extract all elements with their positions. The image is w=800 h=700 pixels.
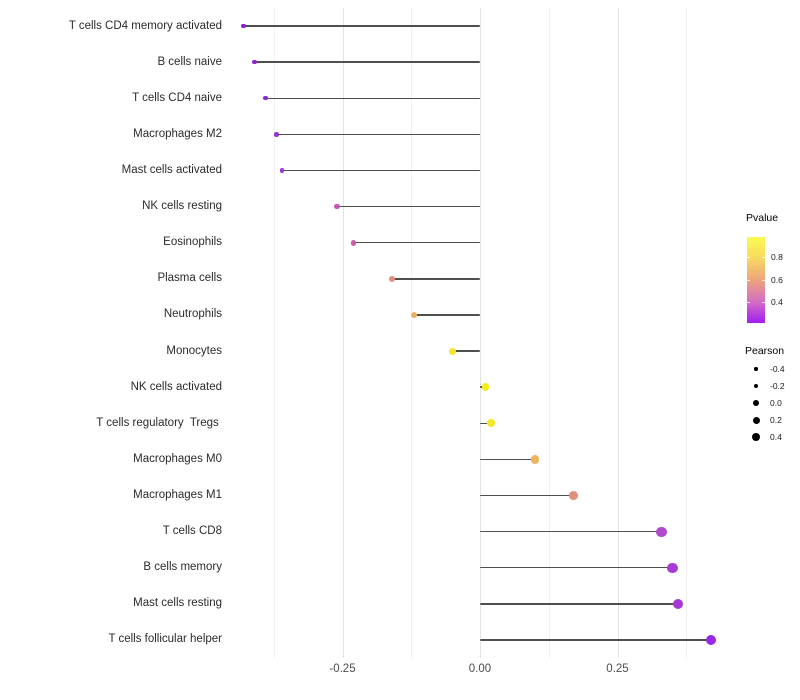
x-tick-label: 0.00 xyxy=(468,663,492,675)
data-point xyxy=(667,562,678,573)
data-point xyxy=(279,168,285,173)
pearson-size-label: 0.0 xyxy=(770,398,782,408)
pearson-size-label: -0.4 xyxy=(770,364,785,374)
gridline-minor xyxy=(411,8,413,658)
data-point xyxy=(672,598,684,610)
lollipop-stem xyxy=(254,61,480,63)
colorbar-tick-mark xyxy=(747,280,750,281)
gridline-major xyxy=(480,8,481,658)
lollipop-stem xyxy=(480,603,678,605)
category-label: T cells CD8 xyxy=(162,525,222,538)
data-point xyxy=(448,347,457,355)
gridline-minor xyxy=(548,8,550,658)
lollipop-stem xyxy=(265,97,480,100)
x-tick-label: -0.25 xyxy=(329,663,356,675)
data-point xyxy=(263,96,268,101)
pearson-size-dot xyxy=(752,416,760,424)
data-point xyxy=(705,634,717,646)
colorbar-tick-label: 0.8 xyxy=(771,252,783,263)
category-label: T cells CD4 memory activated xyxy=(68,19,222,32)
lollipop-stem xyxy=(392,278,480,280)
pvalue-colorbar xyxy=(747,237,765,323)
pearson-size-dot xyxy=(751,432,761,442)
colorbar-tick-label: 0.6 xyxy=(771,275,783,285)
category-label: Eosinophils xyxy=(163,236,222,249)
category-label: Mast cells resting xyxy=(133,597,222,610)
data-point xyxy=(487,419,495,428)
category-label: Macrophages M0 xyxy=(133,452,222,465)
lollipop-stem xyxy=(452,350,480,352)
data-point xyxy=(350,239,357,246)
data-point xyxy=(530,455,540,464)
gridline-minor xyxy=(273,8,275,658)
lollipop-stem xyxy=(337,205,480,208)
category-label: B cells naive xyxy=(157,55,222,68)
lollipop-stem xyxy=(282,169,480,172)
category-label: T cells CD4 naive xyxy=(132,91,222,104)
category-label: T cells follicular helper xyxy=(108,633,222,646)
category-label: T cells regulatory Tregs xyxy=(96,416,222,429)
colorbar-tick-mark xyxy=(762,302,765,304)
category-label: B cells memory xyxy=(143,561,222,574)
lollipop-stem xyxy=(480,458,535,461)
data-point xyxy=(388,275,396,282)
category-label: NK cells resting xyxy=(142,200,222,213)
lollipop-stem xyxy=(353,241,480,244)
lollipop-stem xyxy=(243,25,480,27)
lollipop-stem xyxy=(480,530,662,533)
pearson-size-label: 0.4 xyxy=(770,432,782,442)
pearson-size-dot xyxy=(753,383,759,389)
pvalue-legend-title: Pvalue xyxy=(746,212,779,224)
colorbar-tick-mark xyxy=(747,302,750,304)
colorbar-tick-label: 0.4 xyxy=(771,297,783,308)
lollipop-stem xyxy=(276,133,480,136)
category-label: Macrophages M1 xyxy=(133,489,222,501)
category-label: Monocytes xyxy=(166,344,222,357)
data-point xyxy=(481,383,490,391)
gridline-minor xyxy=(686,8,688,658)
data-point xyxy=(274,132,279,137)
lollipop-stem xyxy=(480,494,574,497)
colorbar-tick-mark xyxy=(762,257,765,259)
category-label: Plasma cells xyxy=(157,272,222,285)
category-label: Macrophages M2 xyxy=(133,127,222,140)
x-tick-label: 0.25 xyxy=(606,663,629,675)
pearson-size-label: -0.2 xyxy=(770,381,785,391)
pearson-size-label: 0.2 xyxy=(770,415,782,425)
gridline-major xyxy=(617,8,619,658)
colorbar-tick-mark xyxy=(762,280,765,281)
category-label: NK cells activated xyxy=(130,380,222,393)
data-point xyxy=(252,60,257,65)
category-label: Neutrophils xyxy=(163,308,222,321)
gridline-major xyxy=(342,8,344,658)
lollipop-stem xyxy=(480,422,491,425)
category-label: Mast cells activated xyxy=(121,164,222,176)
data-point xyxy=(410,311,418,319)
lollipop-stem xyxy=(414,314,480,316)
lollipop-stem xyxy=(480,566,673,569)
pearson-size-dot xyxy=(753,400,759,406)
colorbar-tick-mark xyxy=(747,257,750,259)
data-point xyxy=(569,491,578,500)
lollipop-stem xyxy=(480,639,711,641)
data-point xyxy=(334,203,340,210)
pearson-size-dot xyxy=(754,367,758,371)
data-point xyxy=(241,24,246,29)
pearson-legend-title: Pearson xyxy=(745,345,785,357)
data-point xyxy=(656,526,667,537)
